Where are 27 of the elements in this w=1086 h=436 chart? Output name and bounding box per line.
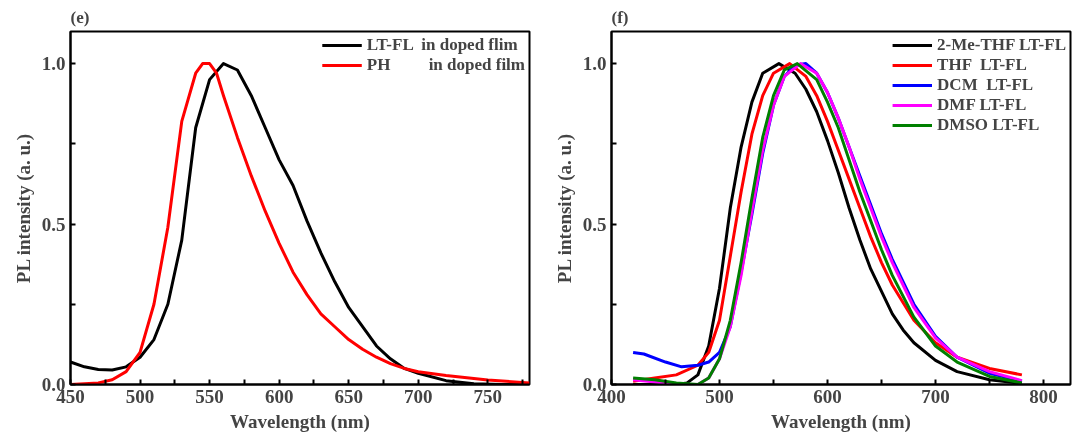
x-tick-label: 500 [705,385,734,407]
x-tick-label: 600 [264,385,294,407]
x-tick-label: 550 [195,385,224,407]
y-axis-title: PL intensity (a. u.) [12,133,35,284]
legend-label: DCM LT-FL [937,75,1034,95]
x-axis-title: Wavelength (nm) [771,410,911,433]
x-tick-label: 700 [921,385,950,407]
chart-title: (f) [611,7,629,27]
legend-label: DMF LT-FL [937,95,1027,115]
y-tick-label: 1.0 [582,53,607,75]
chart-title: (e) [70,7,90,27]
x-tick-label: 500 [125,385,155,407]
y-tick-label: 1.0 [41,53,66,75]
y-tick-label: 0.5 [41,213,66,235]
legend-label: LT-FL in doped flim [366,35,518,55]
x-tick-label: 650 [334,385,363,407]
y-axis-title: PL intensity (a. u.) [553,133,576,284]
legend-label: DMSO LT-FL [937,115,1040,135]
legend-label: PH in doped film [366,55,525,75]
y-tick-label: 0.5 [582,213,607,235]
x-tick-label: 600 [813,385,842,407]
x-tick-label: 700 [403,385,433,407]
legend-label: THF LT-FL [937,55,1027,75]
x-tick-label: 750 [473,385,503,407]
x-axis-title: Wavelength (nm) [230,410,370,433]
x-tick-label: 800 [1029,385,1058,407]
legend-label: 2-Me-THF LT-FL [937,35,1066,55]
